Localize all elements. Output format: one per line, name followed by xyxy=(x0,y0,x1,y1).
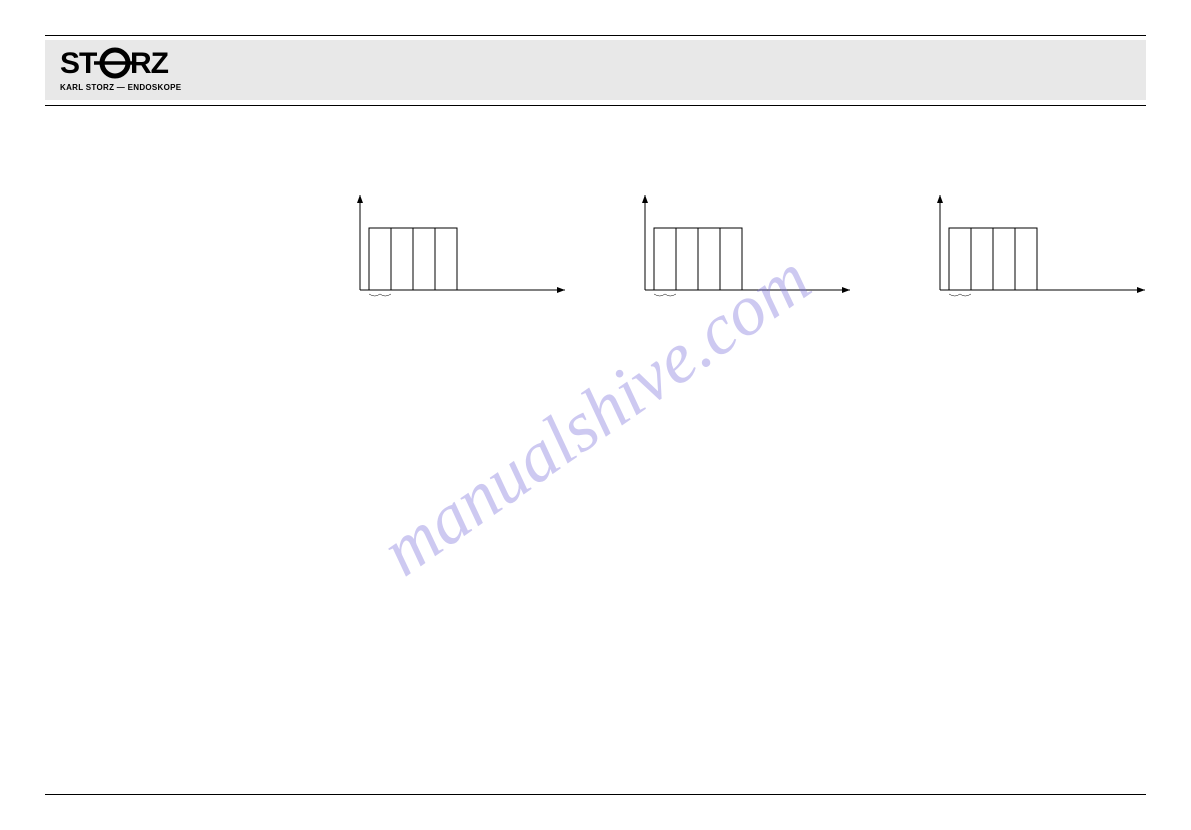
logo-subtitle: KARL STORZ — ENDOSKOPE xyxy=(60,83,200,92)
storz-logo: ST RZ xyxy=(60,45,200,81)
header-bar xyxy=(45,40,1146,100)
chart-2 xyxy=(640,195,860,310)
chart-3 xyxy=(935,195,1155,310)
footer-divider-line xyxy=(45,794,1146,795)
svg-text:RZ: RZ xyxy=(130,47,169,80)
svg-text:ST: ST xyxy=(60,47,97,80)
chart-1 xyxy=(355,195,575,310)
logo-container: ST RZ KARL STORZ — ENDOSKOPE xyxy=(60,45,200,92)
header-bottom-line xyxy=(45,105,1146,106)
top-divider-line xyxy=(45,35,1146,36)
